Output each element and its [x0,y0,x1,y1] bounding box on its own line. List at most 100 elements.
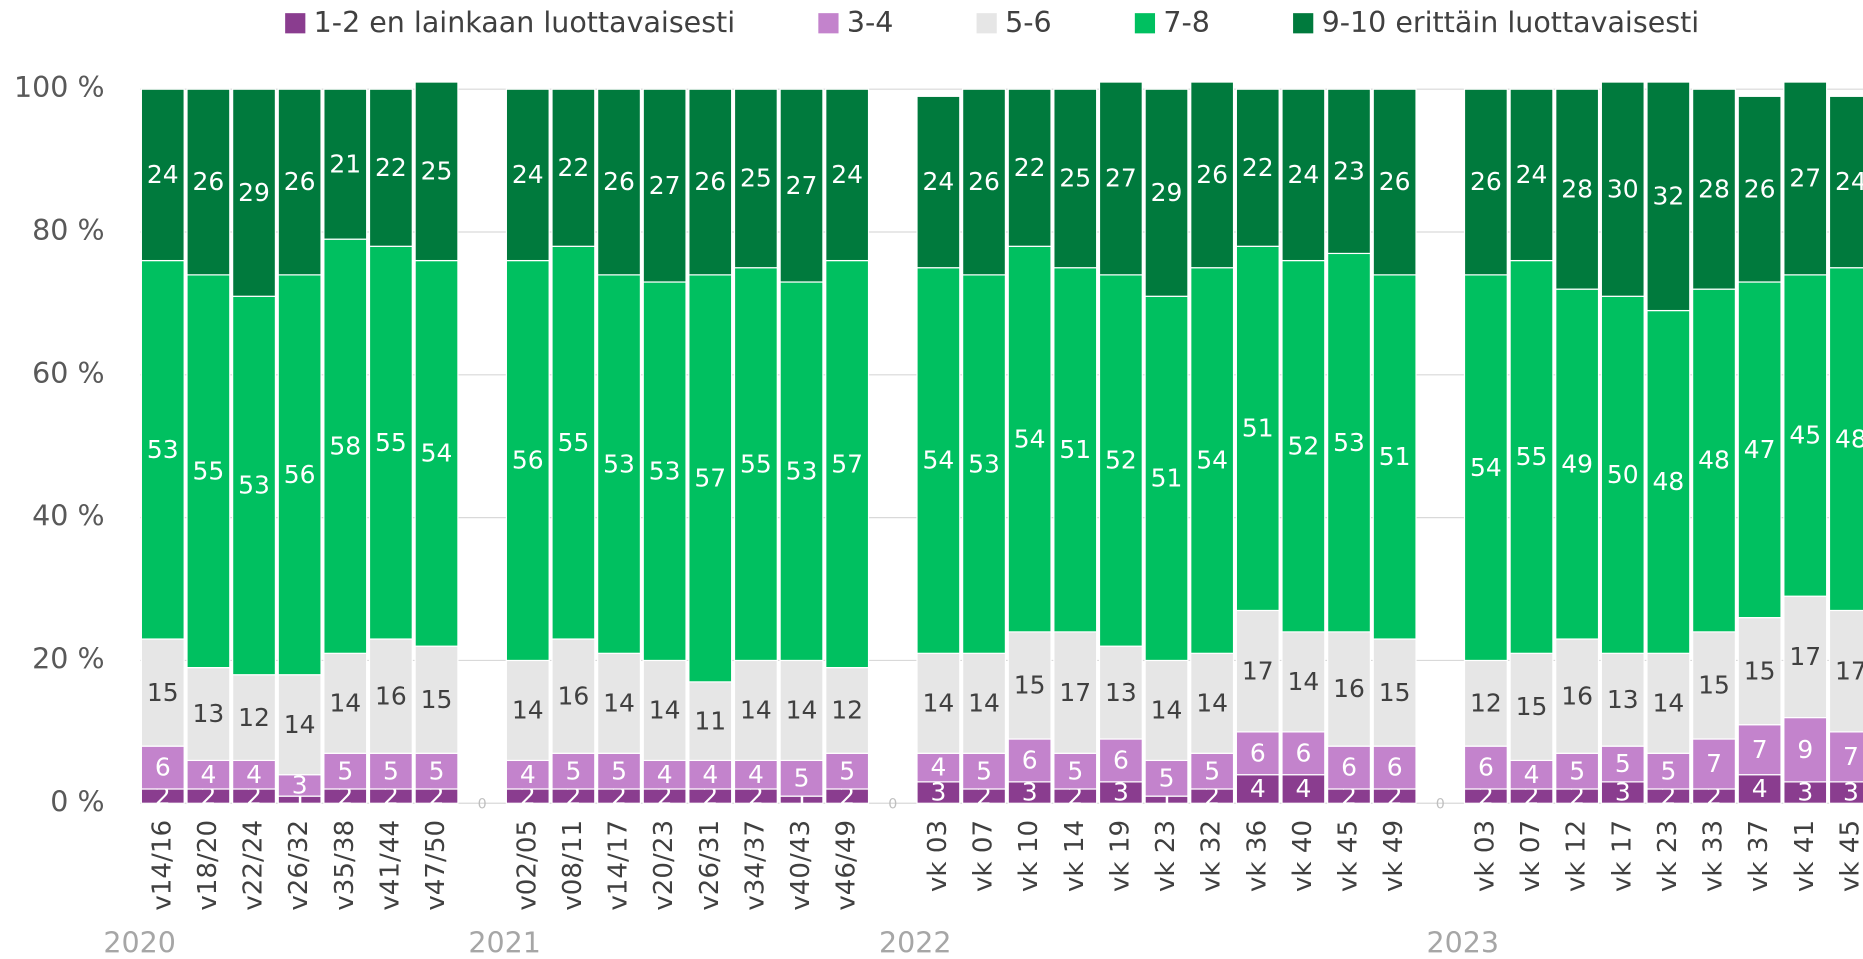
bar-segment [1737,617,1782,726]
data-label: 15 [1516,692,1548,721]
data-label: 3 [1797,778,1813,807]
data-label: 14 [649,696,681,725]
data-label: 4 [200,760,216,789]
data-label: 5 [429,756,445,785]
data-label: 14 [968,688,1000,717]
data-label: 5 [1204,756,1220,785]
bar-segment [1463,274,1508,662]
x-tick-label: v08/11 [558,820,588,911]
bar-segment [505,759,550,790]
x-tick-label: v02/05 [512,820,542,911]
data-label: 6 [1387,753,1403,782]
x-tick-label: v35/38 [330,820,360,911]
bar-segment [1600,652,1645,747]
x-tick-label: vk 17 [1607,820,1637,892]
data-label: 6 [1478,753,1494,782]
bar-segment [597,652,642,754]
bar-segment [1235,774,1280,804]
data-label: 26 [968,167,1000,196]
bar-segment [232,759,277,790]
x-tick-label: vk 03 [1470,820,1500,892]
data-label: 7 [1752,735,1768,764]
bar-segment [1828,731,1863,783]
bar-segment [1327,252,1371,633]
y-tick-label: 100 % [14,71,105,104]
data-label: 12 [238,703,270,732]
data-label: 14 [329,688,361,717]
legend-label: 9-10 erittäin luottavaisesti [1322,6,1700,39]
bar-segment [1737,724,1782,776]
data-label: 17 [1242,656,1274,685]
data-label: 4 [520,760,536,789]
data-label: 4 [1524,760,1540,789]
data-label: 26 [1379,167,1411,196]
data-label: 16 [558,681,590,710]
data-label: 15 [1014,671,1046,700]
bar-segment [505,88,550,262]
data-label: 17 [1059,678,1091,707]
bar-segment [1144,88,1189,297]
data-label: 28 [1561,174,1593,203]
legend-label: 7-8 [1163,6,1210,39]
bar-segment [1235,731,1280,776]
data-label: 26 [603,167,635,196]
data-label: 30 [1607,174,1639,203]
bar-segment [962,274,1006,654]
data-label: 16 [1561,681,1593,710]
bar-segment [1053,88,1098,269]
bar-segment [1235,88,1280,247]
bar-segment [779,88,824,283]
data-label: 32 [1653,181,1685,210]
data-label: 47 [1744,435,1776,464]
bar-segment [1281,88,1326,262]
legend-label: 5-6 [1005,6,1052,39]
data-label: 45 [1789,421,1821,450]
data-label: 5 [611,756,627,785]
bar-segment [551,638,596,754]
bar-segment [688,88,733,276]
data-label: 58 [329,431,361,460]
x-tick-label: vk 40 [1288,820,1318,892]
data-label: 5 [839,756,855,785]
bar-segment [1327,88,1371,255]
data-label: 54 [1014,424,1046,453]
bar-segment [642,759,687,790]
data-label: 50 [1607,460,1639,489]
data-label: 22 [1014,153,1046,182]
data-label: 9 [1797,735,1813,764]
x-tick-label: v47/50 [421,820,451,911]
data-label: 53 [968,449,1000,478]
bar-segment [1007,738,1052,783]
bar-segment [1281,774,1326,804]
year-label: 2021 [468,927,541,959]
x-tick-label: v18/20 [193,820,223,911]
data-label: 53 [603,449,635,478]
bar-segment [779,759,824,797]
bar-segment [597,752,642,790]
bar-segment [1327,745,1371,790]
x-tick-label: v22/24 [239,820,269,911]
x-tick-label: vk 10 [1014,820,1044,892]
bar-segment [140,638,185,747]
data-label: 27 [786,171,818,200]
data-label: 6 [1022,746,1038,775]
data-label: 52 [1105,446,1137,475]
data-label: 55 [740,449,772,478]
bar-segment [1600,295,1645,654]
data-label: 57 [831,449,863,478]
data-label: 4 [246,760,262,789]
data-label: 48 [1698,446,1730,475]
data-label: 6 [1250,738,1266,767]
data-label: 3 [1615,778,1631,807]
bar-segment [1555,288,1600,640]
data-label: 27 [1105,164,1137,193]
data-label: 26 [193,167,225,196]
bar-segment [1692,631,1736,740]
legend-swatch [285,13,306,34]
data-label: 0 [478,796,487,812]
bar-segment [825,752,870,790]
x-tick-label: v14/17 [604,820,634,911]
bar-segment [551,245,596,640]
x-tick-label: vk 07 [1516,820,1546,892]
bar-segment [1098,274,1143,647]
